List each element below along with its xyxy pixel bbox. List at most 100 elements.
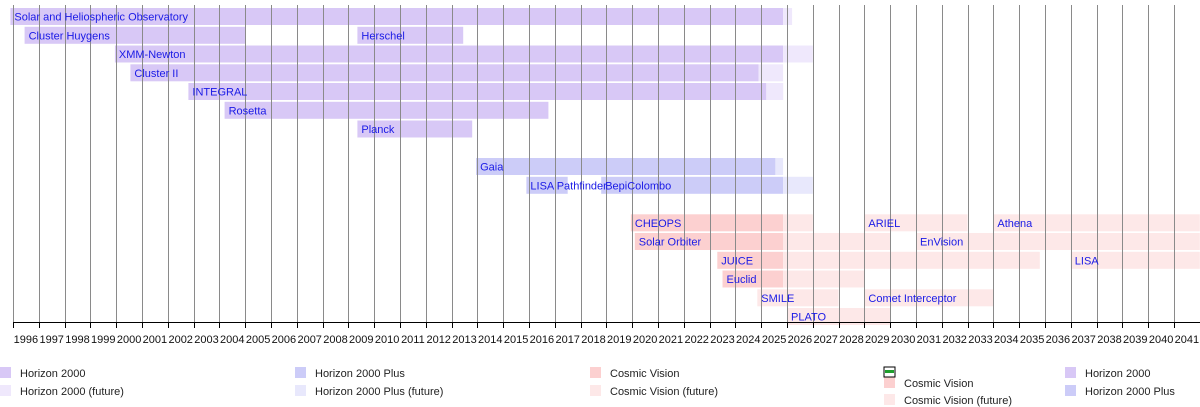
bar-cluster-huygens-segment-0 xyxy=(24,26,246,44)
bar-label-xmm-newton: XMM-Newton xyxy=(119,49,186,61)
legend-swatch-horizon-2000-future xyxy=(0,385,11,396)
bar-label-planck: Planck xyxy=(361,124,395,136)
tick-label-2023: 2023 xyxy=(710,334,734,346)
tick-label-2000: 2000 xyxy=(117,334,141,346)
tick-label-2030: 2030 xyxy=(891,334,915,346)
legend-swatch-cosmic-vision xyxy=(884,377,895,388)
bar-cheops-segment-1 xyxy=(783,214,813,232)
bar-comet-interceptor-segment-0 xyxy=(864,289,994,307)
tick-label-2009: 2009 xyxy=(349,334,373,346)
bar-label-cluster-huygens: Cluster Huygens xyxy=(29,30,111,42)
bar-label-lisa: LISA xyxy=(1075,255,1100,267)
tick-label-2041: 2041 xyxy=(1175,334,1199,346)
tick-label-2028: 2028 xyxy=(839,334,863,346)
legend-swatch-cosmic-vision xyxy=(590,367,601,378)
legend-label-cosmic-vision: Cosmic Vision xyxy=(904,378,974,390)
legend-label-cosmic-vision-future: Cosmic Vision (future) xyxy=(904,395,1012,407)
legend-swatch-horizon-2000-plus xyxy=(295,367,306,378)
tick-label-2008: 2008 xyxy=(323,334,347,346)
legend-label-horizon-2000-plus: Horizon 2000 Plus xyxy=(315,368,405,380)
tick-label-2036: 2036 xyxy=(1046,334,1070,346)
tick-label-2005: 2005 xyxy=(246,334,270,346)
bar-label-gaia: Gaia xyxy=(480,162,504,174)
tick-label-2029: 2029 xyxy=(865,334,889,346)
bar-gaia-segment-1 xyxy=(775,158,784,175)
bar-envision-segment-0 xyxy=(916,233,1200,250)
tick-label-2013: 2013 xyxy=(452,334,476,346)
bar-label-comet-interceptor: Comet Interceptor xyxy=(868,293,956,305)
bar-label-euclid: Euclid xyxy=(727,274,757,286)
tick-label-2038: 2038 xyxy=(1097,334,1121,346)
legend-label-cosmic-vision: Cosmic Vision xyxy=(610,368,680,380)
legend-label-horizon-2000: Horizon 2000 xyxy=(1085,368,1150,380)
bar-label-juice: JUICE xyxy=(721,255,753,267)
bar-solar-orbiter-segment-1 xyxy=(783,233,891,250)
bar-juice-segment-0 xyxy=(717,251,784,269)
legend-label-cosmic-vision-future: Cosmic Vision (future) xyxy=(610,386,718,398)
bar-euclid-segment-0 xyxy=(722,270,784,288)
tick-label-2025: 2025 xyxy=(762,334,786,346)
bar-cheops-segment-0 xyxy=(630,214,784,232)
bar-xmm-newton-segment-0 xyxy=(114,45,784,63)
x-axis: 1996 1997 1998 1999 2000 2001 2002 2003 2004 2005… xyxy=(13,322,1200,346)
legend-swatch-cosmic-vision-future xyxy=(590,385,601,396)
legend-marker-stripe xyxy=(885,370,894,373)
bar-rosetta-segment-0 xyxy=(224,101,549,119)
bar-label-smile: SMILE xyxy=(761,293,794,305)
bar-integral-segment-1 xyxy=(766,83,784,100)
bar-label-cluster-ii: Cluster II xyxy=(134,68,178,80)
legend-label-horizon-2000-plus: Horizon 2000 Plus xyxy=(1085,386,1175,398)
bar-label-integral: INTEGRAL xyxy=(192,87,247,99)
bar-juice-segment-1 xyxy=(783,251,1040,269)
tick-label-2033: 2033 xyxy=(968,334,992,346)
legend-swatch-horizon-2000 xyxy=(0,367,11,378)
tick-label-2037: 2037 xyxy=(1071,334,1095,346)
tick-label-2014: 2014 xyxy=(478,334,502,346)
bar-lisa-pathfinder-segment-0 xyxy=(526,176,568,194)
tick-label-2015: 2015 xyxy=(504,334,528,346)
tick-label-2001: 2001 xyxy=(143,334,167,346)
bar-planck-segment-0 xyxy=(357,120,473,138)
bars-layer xyxy=(10,8,1200,325)
tick-label-2032: 2032 xyxy=(942,334,966,346)
bar-label-plato: PLATO xyxy=(791,312,826,324)
bar-label-bepicolombo: BepiColombo xyxy=(605,180,671,192)
tick-label-2034: 2034 xyxy=(994,334,1018,346)
grid-layer xyxy=(13,5,1175,322)
bar-solar-and-heliospheric-observatory-segment-0 xyxy=(10,8,784,25)
bar-gaia-segment-0 xyxy=(476,158,776,175)
legend: Horizon 2000 Horizon 2000 (future) Horizon… xyxy=(0,366,1175,407)
tick-label-2003: 2003 xyxy=(194,334,218,346)
bar-label-lisa-pathfinder: LISA Pathfinder xyxy=(530,180,607,192)
bar-label-cheops: CHEOPS xyxy=(635,218,681,230)
bar-label-athena: Athena xyxy=(997,218,1033,230)
tick-label-2024: 2024 xyxy=(736,334,760,346)
tick-label-2007: 2007 xyxy=(297,334,321,346)
tick-label-1999: 1999 xyxy=(91,334,115,346)
tick-label-2016: 2016 xyxy=(530,334,554,346)
bar-solar-orbiter-segment-0 xyxy=(634,233,784,250)
bar-herschel-segment-0 xyxy=(357,26,464,44)
bar-lisa-segment-0 xyxy=(1070,251,1200,269)
tick-label-1996: 1996 xyxy=(14,334,38,346)
tick-label-2022: 2022 xyxy=(684,334,708,346)
tick-label-2021: 2021 xyxy=(659,334,683,346)
tick-label-2012: 2012 xyxy=(426,334,450,346)
bar-cluster-ii-segment-1 xyxy=(758,64,784,82)
tick-label-2019: 2019 xyxy=(607,334,631,346)
legend-swatch-horizon-2000 xyxy=(1065,367,1076,378)
legend-label-horizon-2000-future: Horizon 2000 (future) xyxy=(20,386,124,398)
bar-cluster-ii-segment-0 xyxy=(130,64,759,82)
tick-label-2026: 2026 xyxy=(788,334,812,346)
tick-label-2002: 2002 xyxy=(168,334,192,346)
legend-swatch-cosmic-vision-future xyxy=(884,394,895,405)
legend-label-horizon-2000-plus-future: Horizon 2000 Plus (future) xyxy=(315,386,443,398)
tick-label-1997: 1997 xyxy=(39,334,63,346)
tick-label-2004: 2004 xyxy=(220,334,244,346)
tick-label-1998: 1998 xyxy=(65,334,89,346)
legend-swatch-horizon-2000-plus xyxy=(1065,385,1076,396)
tick-label-2031: 2031 xyxy=(917,334,941,346)
legend-label-horizon-2000: Horizon 2000 xyxy=(20,368,85,380)
bar-label-envision: EnVision xyxy=(920,237,963,249)
